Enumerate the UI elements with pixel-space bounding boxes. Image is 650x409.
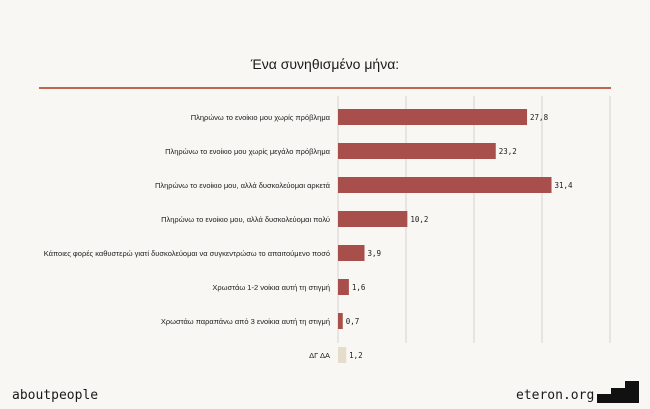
title-divider [39,87,611,89]
value-label: 0,7 [346,317,360,326]
value-label: 23,2 [499,147,517,156]
category-label: Πληρώνω το ενοίκιο μου χωρίς μεγάλο πρόβ… [165,147,331,156]
category-label: Πληρώνω το ενοίκιο μου, αλλά δυσκολεύομα… [161,215,330,224]
category-label: Κάποιες φορές καθυστερώ γιατί δυσκολεύομ… [44,249,330,258]
value-label: 1,2 [349,351,363,360]
category-label: Πληρώνω το ενοίκιο μου, αλλά δυσκολεύομα… [155,181,331,190]
value-label: 1,6 [352,283,366,292]
value-label: 3,9 [368,249,382,258]
bar [338,279,349,295]
bar [338,245,365,261]
bar [338,347,347,363]
bar [338,313,343,329]
footer-brand-aboutpeople: aboutpeople [12,388,99,403]
category-label: Χρωστάω παραπάνω από 3 ενοίκια αυτή τη σ… [161,317,330,326]
value-label: 10,2 [410,215,428,224]
value-label: 27,8 [530,113,549,122]
chart-title: Ένα συνηθισμένο μήνα: [250,56,400,72]
category-label: Πληρώνω το ενοίκιο μου χωρίς πρόβλημα [191,113,331,122]
category-label: ΔΓ ΔΑ [309,351,330,360]
bar [338,177,552,193]
bar [338,109,528,125]
eteron-logo-icon [597,381,639,403]
value-label: 31,4 [555,181,574,190]
footer-brand-eteron: eteron.org [516,388,595,403]
category-label: Χρωστάω 1-2 νοίκια αυτή τη στιγμή [212,283,330,292]
bar [338,143,496,159]
bar [338,211,408,227]
